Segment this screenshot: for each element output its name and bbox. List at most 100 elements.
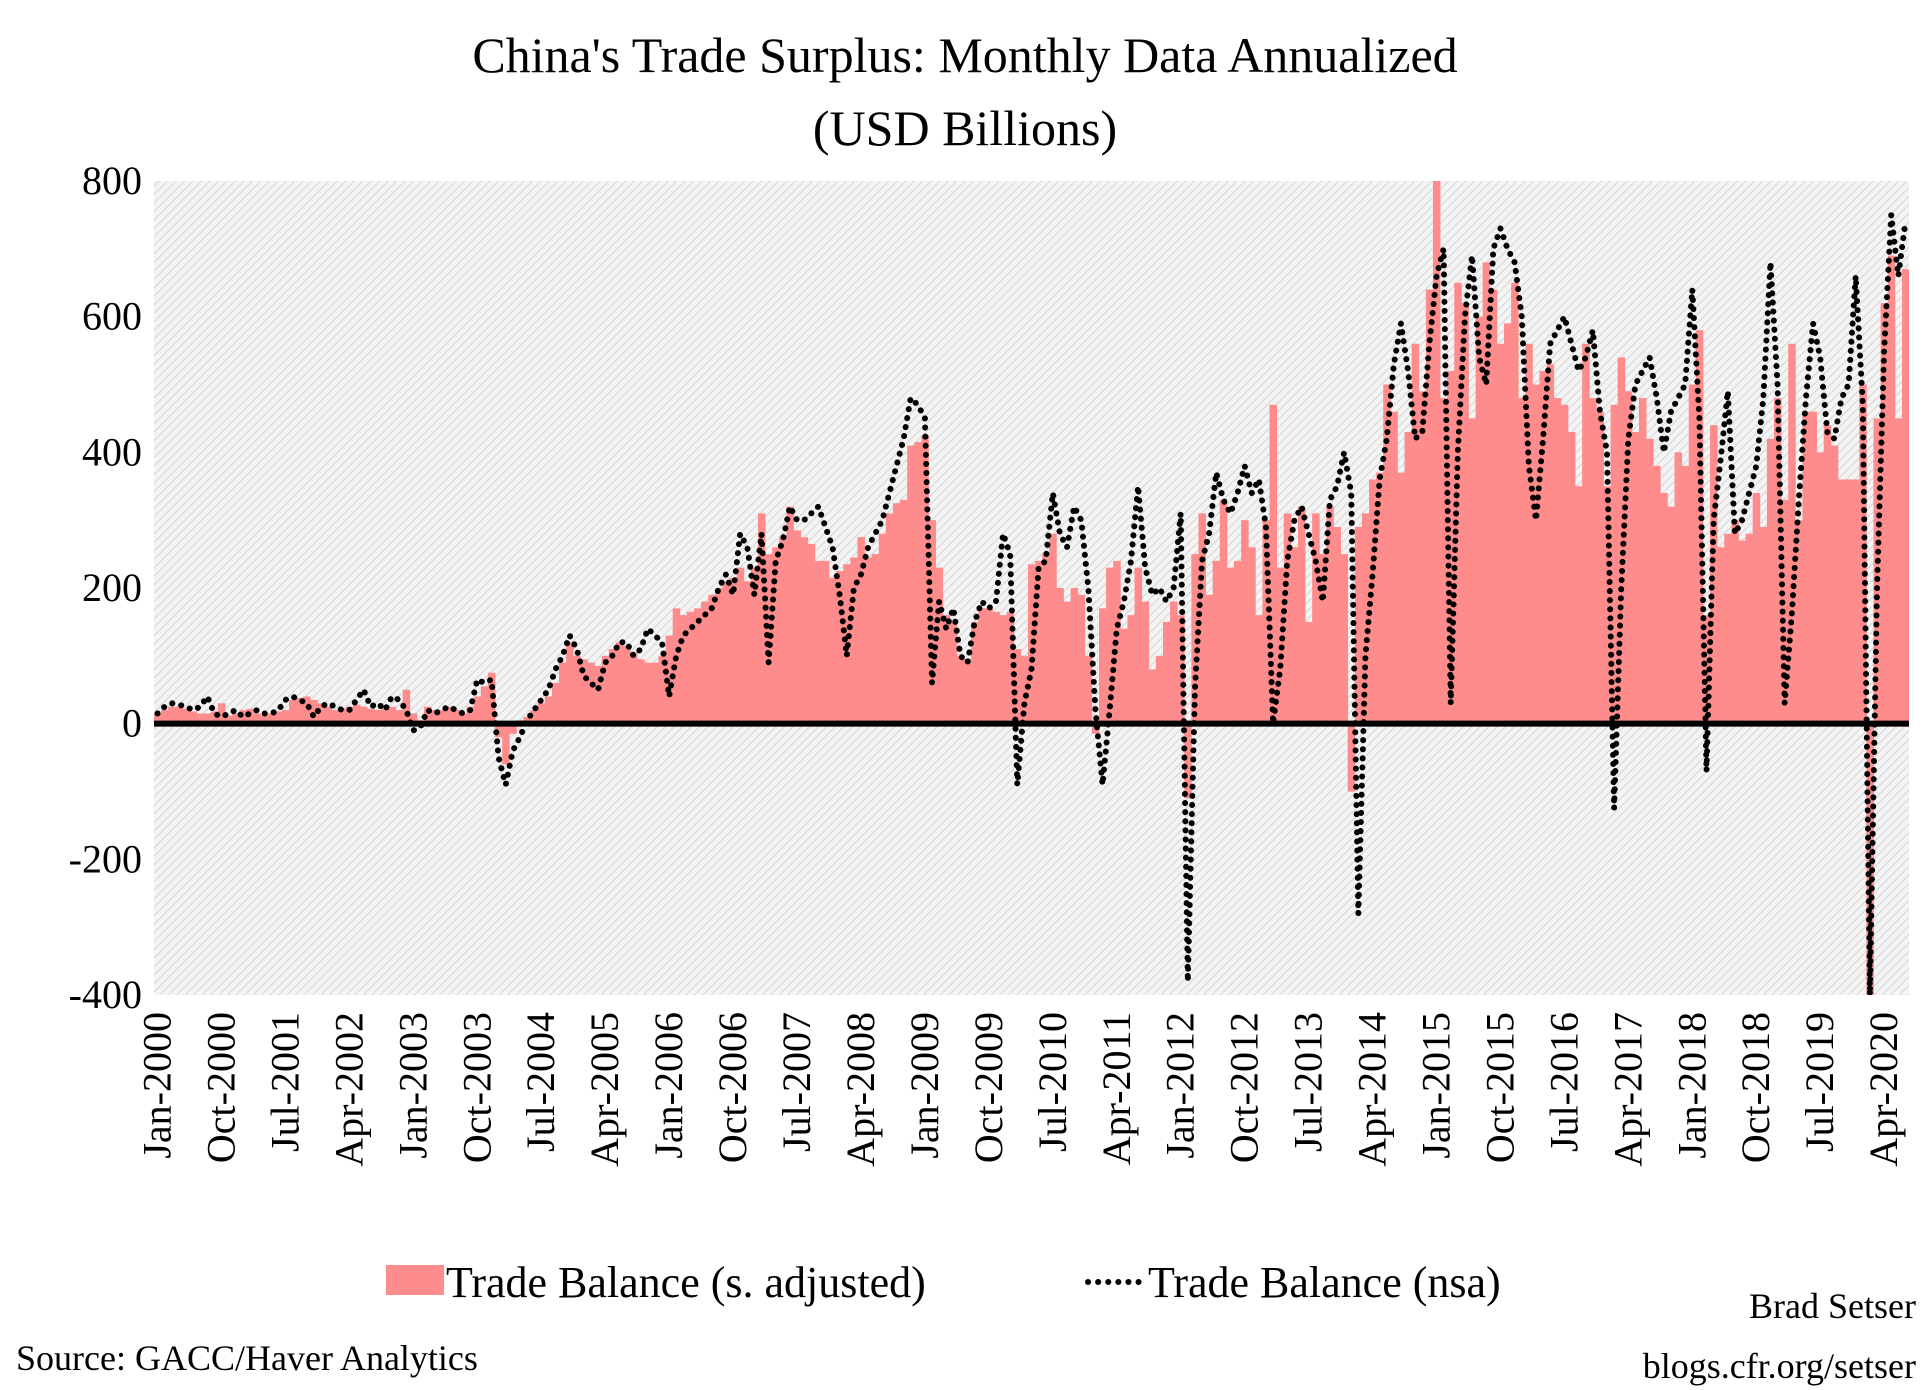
bar	[694, 608, 702, 724]
x-tick-label: Jan-2018	[1669, 1012, 1714, 1159]
bar	[1390, 411, 1398, 724]
bar	[1120, 628, 1128, 724]
bar	[1518, 398, 1526, 724]
bar	[196, 713, 205, 724]
x-tick-label: Jan-2006	[646, 1012, 691, 1159]
bar	[750, 567, 759, 724]
bar	[1269, 404, 1278, 724]
bar	[1667, 506, 1675, 724]
bar	[1340, 554, 1349, 724]
bar	[1347, 723, 1356, 792]
bar	[1631, 431, 1640, 724]
bar	[850, 557, 858, 724]
bar	[615, 642, 624, 724]
bar	[1425, 289, 1434, 724]
legend: Trade Balance (s. adjusted) Trade Balanc…	[386, 1258, 1501, 1307]
bar	[1404, 431, 1413, 724]
bar	[708, 594, 716, 724]
x-tick-label: Apr-2017	[1605, 1012, 1650, 1167]
x-tick-label: Jul-2019	[1797, 1012, 1842, 1152]
bar	[182, 708, 190, 724]
bar	[1248, 547, 1256, 724]
bar	[1198, 513, 1206, 724]
bar	[814, 560, 823, 724]
x-tick-label: Jan-2012	[1158, 1012, 1203, 1159]
bar	[1184, 723, 1192, 799]
bar	[168, 706, 176, 724]
bar	[374, 710, 382, 724]
bar	[1020, 655, 1029, 724]
bar	[1560, 404, 1569, 724]
bar	[203, 713, 212, 724]
y-tick-label: 800	[82, 158, 142, 203]
x-tick-label: Apr-2005	[582, 1012, 627, 1167]
bar	[743, 581, 752, 724]
bar	[587, 662, 595, 724]
bar	[1319, 554, 1327, 724]
bar	[1646, 438, 1654, 724]
bar	[1617, 357, 1626, 724]
bar	[757, 513, 766, 724]
bar	[1603, 486, 1611, 724]
bar	[1369, 479, 1377, 724]
bar	[452, 710, 460, 724]
bar	[431, 710, 439, 724]
bar	[381, 708, 389, 724]
bar	[1461, 303, 1469, 724]
bar	[800, 537, 809, 724]
bar	[296, 697, 304, 724]
bar	[239, 710, 247, 724]
bar	[807, 543, 816, 724]
x-tick-label: Apr-2011	[1094, 1012, 1139, 1165]
bar	[1127, 615, 1135, 724]
bar	[1532, 384, 1540, 724]
bar	[1418, 391, 1427, 724]
bar	[1468, 418, 1476, 724]
bar	[1333, 526, 1341, 724]
bar	[1887, 255, 1896, 724]
x-tick-label: Apr-2014	[1350, 1012, 1395, 1167]
source-note: Source: GACC/Haver Analytics	[16, 1338, 478, 1378]
legend-swatch-s-adjusted	[386, 1265, 444, 1295]
bar	[1688, 384, 1697, 724]
y-tick-label: -200	[69, 836, 142, 881]
bar	[786, 506, 794, 724]
bar	[225, 715, 233, 724]
bar	[409, 713, 418, 724]
x-tick-label: Oct-2018	[1733, 1012, 1778, 1163]
bar	[928, 520, 936, 724]
bar	[1894, 418, 1903, 724]
bar	[1141, 601, 1150, 724]
bar	[1759, 526, 1768, 724]
bar	[189, 711, 198, 724]
bar	[466, 706, 475, 724]
bar	[836, 571, 844, 724]
legend-label-s-adjusted: Trade Balance (s. adjusted)	[446, 1258, 926, 1307]
bar	[1624, 391, 1633, 724]
bar	[1901, 269, 1909, 724]
bar	[1823, 425, 1832, 724]
bar	[1219, 499, 1228, 724]
bar	[964, 659, 972, 724]
bar	[935, 567, 944, 724]
site-note: blogs.cfr.org/setser	[1643, 1346, 1916, 1386]
bar	[1674, 452, 1683, 724]
bar	[892, 503, 901, 724]
bar	[551, 682, 560, 724]
x-tick-label: Jul-2010	[1030, 1012, 1075, 1152]
bar	[1504, 323, 1512, 724]
bar	[1660, 493, 1668, 724]
bar	[821, 560, 830, 724]
bar	[1496, 343, 1505, 724]
bar	[1099, 608, 1107, 724]
bar	[1710, 425, 1718, 724]
bar	[1049, 533, 1057, 724]
bar	[1475, 316, 1484, 724]
bar	[1681, 465, 1690, 724]
y-tick-label: 200	[82, 565, 142, 610]
bar	[317, 703, 325, 724]
bar	[1482, 262, 1491, 724]
bar	[956, 655, 965, 724]
y-tick-label: 0	[122, 701, 142, 746]
bar	[1752, 493, 1761, 724]
